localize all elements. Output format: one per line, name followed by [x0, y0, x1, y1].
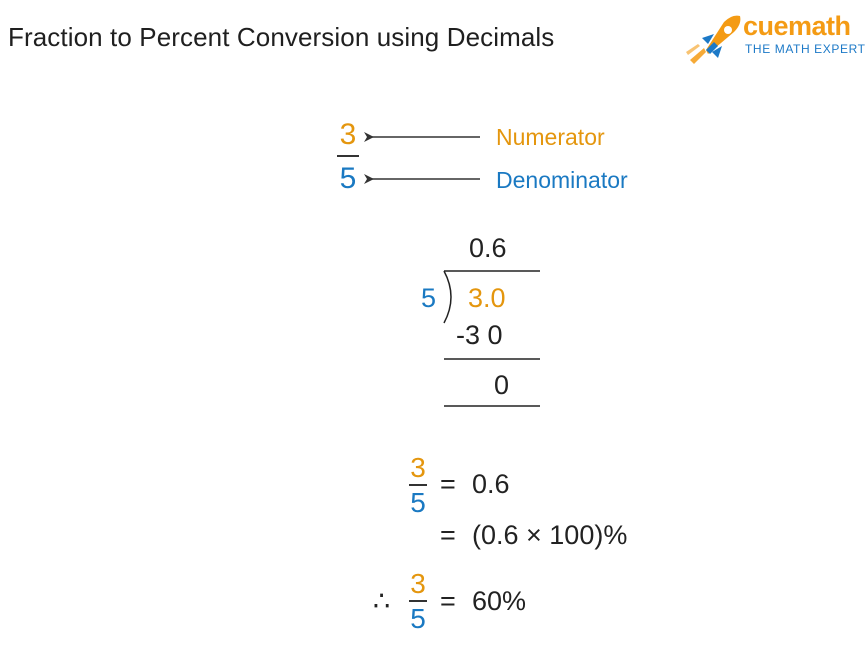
result-fraction-1-denominator: 5 — [410, 487, 426, 518]
fraction-denominator: 5 — [339, 162, 357, 195]
equals-sign-3: = — [440, 586, 456, 616]
equals-sign-2: = — [440, 520, 456, 550]
division-bracket — [443, 270, 452, 324]
result-percent-expression: (0.6 × 100)% — [472, 520, 628, 550]
dividend: 3.0 — [468, 283, 506, 313]
fraction-bar — [337, 155, 359, 157]
result-fraction-2-bar — [409, 600, 427, 602]
rocket-icon — [686, 15, 741, 64]
subtraction-value: -3 0 — [456, 320, 503, 350]
quotient: 0.6 — [469, 233, 507, 263]
result-fraction-2-denominator: 5 — [410, 603, 426, 634]
result-decimal: 0.6 — [472, 469, 510, 499]
result-fraction-1-bar — [409, 484, 427, 486]
result-percent: 60% — [472, 586, 527, 616]
result-fraction-1-numerator: 3 — [410, 452, 426, 483]
page-title: Fraction to Percent Conversion using Dec… — [8, 22, 555, 52]
therefore-symbol: ∴ — [373, 586, 391, 616]
brand-name: cuemath — [743, 11, 851, 41]
fraction-numerator: 3 — [339, 118, 357, 151]
denominator-label: Denominator — [496, 167, 628, 193]
brand-tagline: THE MATH EXPERT — [745, 42, 866, 56]
numerator-label: Numerator — [496, 124, 605, 150]
remainder: 0 — [494, 370, 510, 400]
divisor: 5 — [421, 283, 437, 313]
equals-sign-1: = — [440, 469, 456, 499]
result-fraction-2-numerator: 3 — [410, 568, 426, 599]
cuemath-logo — [686, 15, 741, 64]
